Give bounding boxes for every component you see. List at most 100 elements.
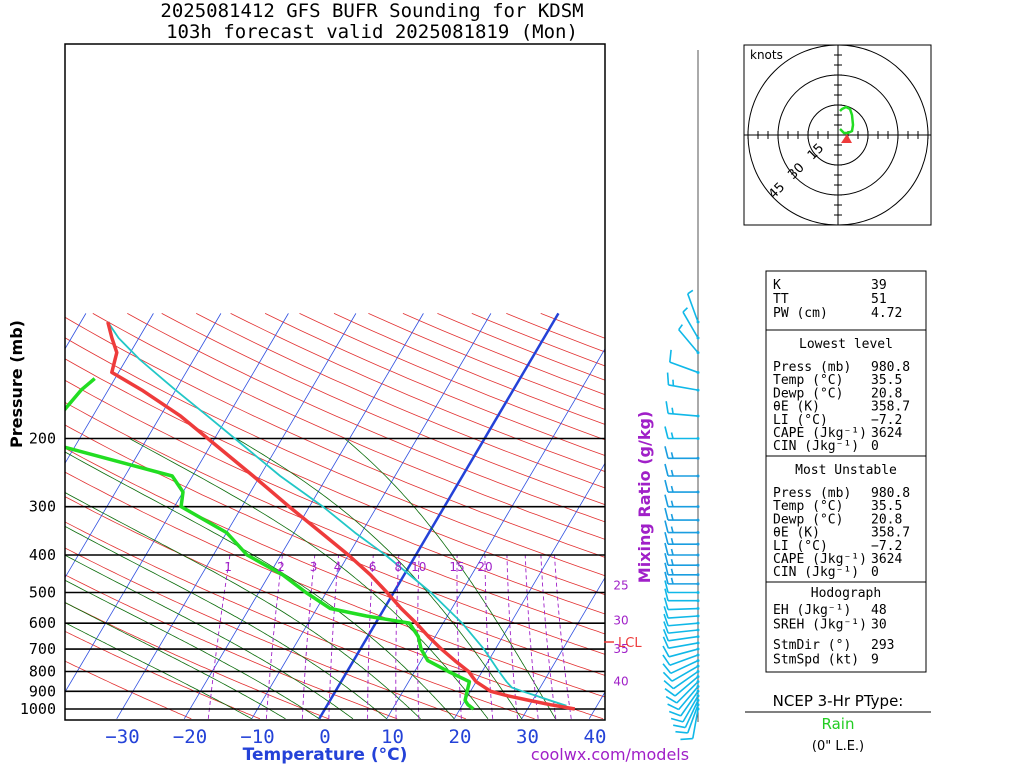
- pressure-tick-label: 900: [29, 682, 56, 700]
- moist-adiabat: [65, 554, 354, 720]
- isotherm: [251, 313, 492, 719]
- ptype-accumulation: (0" L.E.): [812, 739, 864, 754]
- wind-barb: [682, 307, 700, 340]
- mixing-ratio-line: [484, 554, 494, 719]
- wind-barb: [664, 675, 700, 697]
- moist-adiabat: [65, 492, 421, 720]
- wind-barb: [664, 446, 700, 460]
- wind-barb: [669, 349, 700, 374]
- index-label: θE (K): [773, 400, 820, 415]
- index-label: Dewp (°C): [773, 512, 843, 527]
- moist-adiabat: [65, 525, 387, 720]
- wind-barb: [664, 531, 700, 546]
- index-label: Press (mb): [773, 360, 851, 375]
- dry-adiabat: [402, 313, 605, 396]
- mixing-ratio-tick-label: 30: [613, 613, 628, 627]
- wind-barb: [664, 542, 700, 557]
- index-heading: Most Unstable: [795, 463, 897, 478]
- mixing-ratio-line: [456, 555, 462, 719]
- wind-barb: [667, 685, 700, 711]
- indices-box: [765, 270, 927, 331]
- pressure-tick-label: 800: [29, 662, 56, 680]
- dry-adiabat: [506, 313, 605, 353]
- index-value: 0: [871, 439, 879, 454]
- index-value: 9: [871, 653, 879, 668]
- wind-barbs: [662, 289, 700, 741]
- temperature-tick-labels: −30 −20 −10 0 10 20 30 40: [105, 726, 606, 748]
- temperature-tick-label: −20: [173, 726, 207, 748]
- moist-adiabat: [65, 579, 320, 720]
- index-value: 39: [871, 278, 887, 293]
- index-value: 20.8: [871, 386, 902, 401]
- chart-title-line1: 2025081412 GFS BUFR Sounding for KDSM: [160, 0, 583, 22]
- pressure-tick-label: 700: [29, 640, 56, 658]
- mixing-ratio-tick-label: 20: [477, 560, 492, 574]
- pressure-tick-label: 600: [29, 614, 56, 632]
- dry-adiabat: [196, 313, 605, 489]
- mixing-ratio-line: [301, 554, 316, 719]
- mixing-ratio-line: [207, 554, 231, 719]
- dry-adiabat: [65, 316, 605, 558]
- index-value: −7.2: [871, 539, 902, 554]
- index-label: StmSpd (kt): [773, 653, 859, 668]
- wind-barb: [663, 613, 700, 627]
- isotherm: [453, 462, 605, 719]
- mixing-ratio-tick-label: 15: [449, 560, 464, 574]
- hodograph-trace: [839, 105, 855, 135]
- isotherm: [386, 348, 605, 719]
- index-value: 35.5: [871, 373, 902, 388]
- hodograph-units-label: knots: [750, 48, 783, 62]
- isotherm: [116, 313, 357, 719]
- ptype-value: Rain: [822, 715, 855, 733]
- index-heading: Lowest level: [799, 337, 893, 352]
- index-label: θE (K): [773, 526, 820, 541]
- isotherm: [65, 313, 154, 465]
- index-label: StmDir (°): [773, 638, 851, 653]
- index-value: 293: [871, 638, 894, 653]
- dry-adiabat: [65, 379, 605, 615]
- index-label: Press (mb): [773, 486, 851, 501]
- dry-adiabat: [299, 313, 605, 441]
- wind-barb: [662, 664, 700, 682]
- wind-barb: [664, 571, 700, 586]
- index-label: PW (cm): [773, 306, 828, 321]
- index-value: 3624: [871, 552, 902, 567]
- dry-adiabat: [161, 313, 605, 506]
- index-value: −7.2: [871, 413, 902, 428]
- temperature-tick-label: 30: [516, 726, 539, 748]
- y-axis-label: Pressure (mb): [7, 320, 26, 448]
- mixing-ratio-tick-label: 40: [613, 675, 628, 689]
- index-label: CAPE (Jkg⁻¹): [773, 552, 867, 567]
- index-label: K: [773, 278, 781, 293]
- temperature-tick-label: 0: [319, 726, 330, 748]
- wind-barb: [662, 636, 700, 649]
- x-axis-label: Temperature (°C): [243, 745, 408, 765]
- mixing-ratio-tick-label: 10: [411, 560, 426, 574]
- ptype-heading: NCEP 3-Hr PType:: [773, 692, 904, 710]
- footer-credit: coolwx.com/models: [531, 745, 689, 764]
- mixing-ratio-tick-label: 8: [394, 560, 402, 574]
- wind-barb: [666, 372, 700, 392]
- wind-barb: [665, 401, 700, 418]
- mixing-ratio-tick-label: 2: [277, 560, 285, 574]
- wind-barb: [662, 659, 700, 675]
- index-value: 980.8: [871, 486, 910, 501]
- parcel-trace: [107, 321, 567, 707]
- dry-adiabat: [65, 424, 605, 655]
- index-value: 358.7: [871, 526, 910, 541]
- mixing-ratio-tick-label: 1: [224, 560, 232, 574]
- chart-title-line2: 103h forecast valid 2025081819 (Mon): [166, 21, 578, 43]
- temperature-tick-label: 20: [449, 726, 472, 748]
- index-label: Dewp (°C): [773, 386, 843, 401]
- index-value: 0: [871, 565, 879, 580]
- index-value: 48: [871, 603, 887, 618]
- pressure-tick-label: 500: [29, 584, 56, 602]
- wind-barb: [673, 698, 700, 729]
- wind-barb: [668, 689, 700, 717]
- wind-barb: [665, 680, 700, 704]
- wind-barb: [662, 629, 700, 642]
- wind-barb: [664, 580, 700, 595]
